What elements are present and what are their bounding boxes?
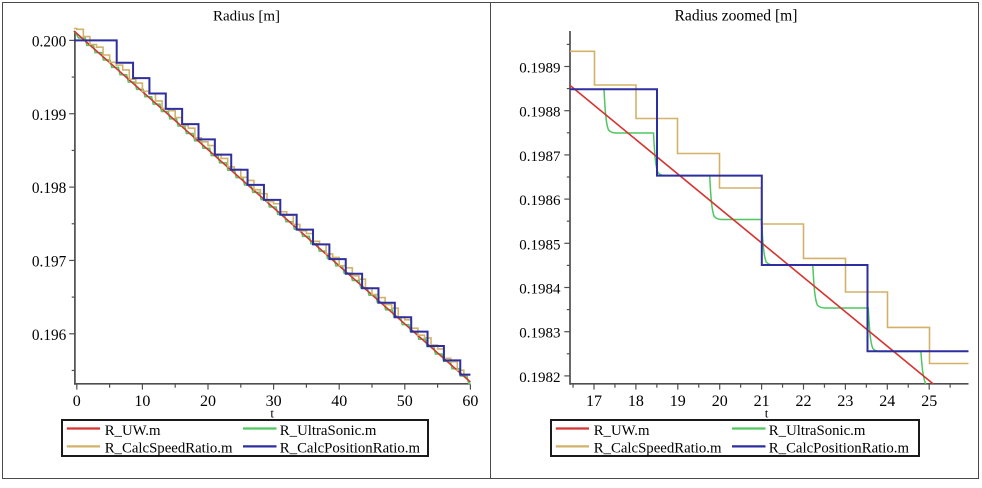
svg-text:50: 50 <box>397 393 413 410</box>
svg-text:0.1988: 0.1988 <box>519 105 560 121</box>
svg-text:R_CalcPositionRatio.m: R_CalcPositionRatio.m <box>769 440 910 456</box>
svg-text:0.1984: 0.1984 <box>519 282 561 298</box>
svg-text:19: 19 <box>670 393 686 410</box>
svg-text:Radius zoomed [m]: Radius zoomed [m] <box>675 8 798 25</box>
svg-text:t: t <box>270 406 274 421</box>
svg-text:0.1983: 0.1983 <box>519 326 560 342</box>
svg-text:0.1986: 0.1986 <box>519 193 561 209</box>
svg-text:R_UltraSonic.m: R_UltraSonic.m <box>769 423 866 439</box>
svg-text:R_CalcPositionRatio.m: R_CalcPositionRatio.m <box>280 440 421 456</box>
svg-text:60: 60 <box>462 393 478 410</box>
svg-text:0.197: 0.197 <box>32 253 67 270</box>
svg-text:40: 40 <box>331 393 347 410</box>
svg-text:18: 18 <box>628 393 644 410</box>
svg-text:0.198: 0.198 <box>32 180 67 197</box>
svg-text:10: 10 <box>134 393 150 410</box>
svg-text:0.196: 0.196 <box>32 327 67 344</box>
svg-text:R_UltraSonic.m: R_UltraSonic.m <box>280 423 377 439</box>
svg-text:R_CalcSpeedRatio.m: R_CalcSpeedRatio.m <box>594 440 722 456</box>
svg-text:0.1985: 0.1985 <box>519 237 560 253</box>
svg-text:17: 17 <box>586 393 602 410</box>
svg-text:20: 20 <box>712 393 728 410</box>
svg-text:24: 24 <box>879 393 895 410</box>
svg-text:0.1982: 0.1982 <box>519 370 560 386</box>
svg-text:22: 22 <box>796 393 812 410</box>
svg-text:0: 0 <box>73 393 81 410</box>
svg-text:23: 23 <box>837 393 853 410</box>
svg-text:t: t <box>765 406 769 421</box>
svg-text:R_UW.m: R_UW.m <box>594 423 650 439</box>
svg-text:0.200: 0.200 <box>32 33 67 50</box>
svg-text:20: 20 <box>200 393 216 410</box>
svg-text:0.1989: 0.1989 <box>519 61 560 77</box>
svg-text:0.199: 0.199 <box>32 107 67 124</box>
svg-text:R_CalcSpeedRatio.m: R_CalcSpeedRatio.m <box>105 440 233 456</box>
svg-text:21: 21 <box>754 393 770 410</box>
svg-text:30: 30 <box>266 393 282 410</box>
svg-text:Radius [m]: Radius [m] <box>213 9 280 25</box>
svg-text:0.1987: 0.1987 <box>519 149 561 165</box>
svg-text:R_UW.m: R_UW.m <box>105 423 161 439</box>
svg-text:25: 25 <box>921 393 937 410</box>
